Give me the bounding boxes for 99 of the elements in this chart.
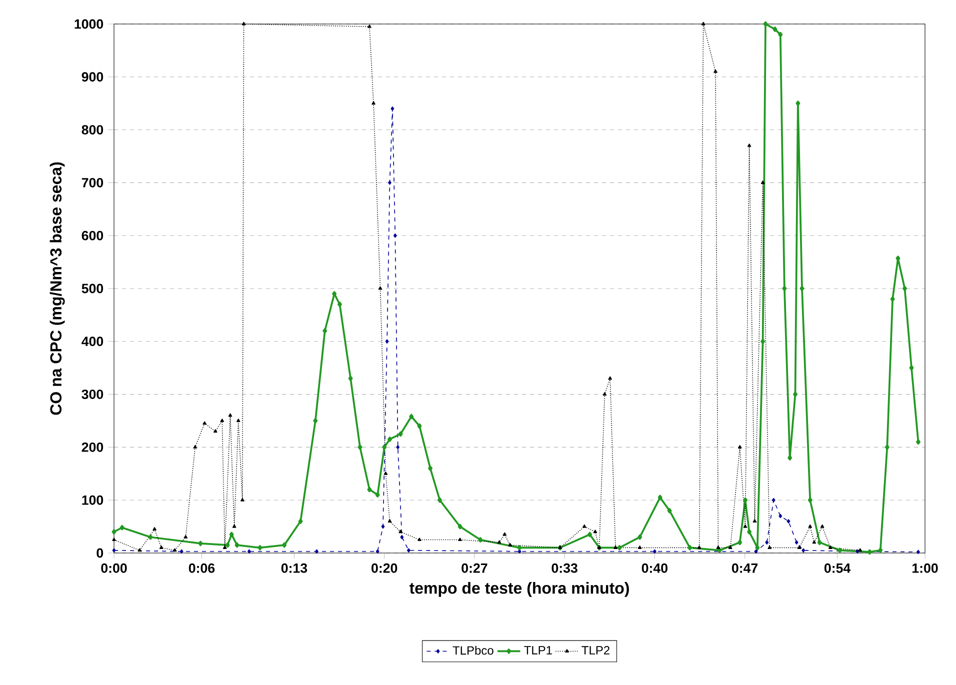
point — [797, 546, 802, 549]
point — [760, 180, 765, 184]
point — [752, 519, 757, 523]
point — [858, 548, 862, 552]
point — [778, 514, 782, 518]
point — [184, 534, 188, 538]
x-tick-label: 0:54 — [824, 563, 851, 573]
point — [602, 392, 607, 396]
point — [418, 538, 422, 542]
point — [236, 418, 240, 422]
point — [802, 548, 806, 552]
point — [378, 286, 382, 290]
point — [222, 546, 227, 549]
point — [388, 180, 392, 185]
point — [193, 445, 198, 448]
point — [228, 413, 232, 417]
point — [794, 540, 798, 545]
point — [593, 530, 598, 534]
point — [772, 498, 776, 502]
point — [232, 524, 236, 528]
point — [384, 472, 388, 475]
point — [213, 429, 218, 433]
y-tick-label: 600 — [82, 230, 104, 240]
point — [856, 549, 860, 554]
point — [400, 534, 404, 540]
y-tick-label: 700 — [82, 178, 104, 188]
point — [202, 421, 206, 425]
point — [714, 69, 718, 73]
x-tick-label: 0:00 — [101, 563, 127, 573]
y-tick-label: 500 — [82, 284, 104, 294]
legend-label: TLPbco — [452, 646, 494, 655]
x-tick-label: 0:13 — [281, 563, 308, 573]
x-tick-label: 0:40 — [642, 563, 668, 573]
y-tick-label: 300 — [82, 390, 104, 400]
y-axis-title: CO na CPC (mg/Nm^3 base seca) — [50, 162, 65, 415]
point — [242, 22, 246, 26]
point — [828, 546, 832, 549]
point — [247, 549, 251, 554]
point — [381, 524, 385, 529]
point — [138, 548, 142, 552]
point — [398, 530, 402, 534]
point — [808, 524, 812, 528]
point — [508, 542, 512, 546]
point — [172, 548, 177, 552]
x-tick-label: 0:06 — [188, 563, 215, 573]
point — [385, 339, 389, 344]
point — [180, 549, 184, 554]
point — [315, 549, 318, 554]
point — [697, 546, 702, 549]
point — [743, 524, 748, 528]
point — [368, 24, 372, 28]
point — [458, 538, 462, 542]
y-tick-label: 1000 — [74, 19, 104, 29]
point — [786, 519, 790, 524]
point — [390, 106, 394, 111]
point — [240, 498, 244, 502]
y-tick-label: 0 — [96, 548, 104, 558]
point — [502, 532, 507, 536]
point — [754, 549, 758, 554]
point — [396, 445, 400, 450]
point — [812, 540, 816, 544]
y-tick-label: 100 — [82, 495, 104, 505]
point — [916, 550, 920, 554]
point — [376, 549, 380, 554]
point — [388, 519, 392, 523]
point — [768, 546, 772, 549]
point — [159, 546, 164, 549]
point — [372, 101, 376, 105]
point — [608, 376, 612, 380]
point — [738, 445, 742, 448]
point — [393, 233, 397, 238]
point — [497, 540, 502, 544]
point — [638, 546, 642, 549]
point — [716, 546, 720, 549]
y-tick-label: 900 — [82, 72, 104, 82]
point — [614, 546, 618, 549]
x-tick-label: 0:33 — [552, 563, 578, 573]
point — [728, 546, 732, 549]
legend-label: TLP2 — [582, 646, 610, 654]
point — [820, 524, 824, 528]
point — [220, 418, 224, 422]
point — [652, 549, 656, 554]
legend-label: TLP1 — [524, 646, 552, 654]
x-tick-label: 0:47 — [732, 563, 758, 573]
x-axis-title: tempo de teste (hora minuto) — [409, 582, 629, 597]
y-tick-label: 200 — [82, 442, 104, 452]
point — [112, 548, 116, 552]
point — [112, 538, 116, 542]
point — [701, 22, 706, 26]
x-tick-label: 1:00 — [912, 563, 938, 573]
x-tick-label: 0:20 — [372, 563, 398, 573]
y-tick-label: 400 — [82, 336, 104, 346]
point — [406, 548, 410, 552]
point — [765, 540, 769, 545]
y-tick-label: 800 — [82, 125, 104, 135]
point — [582, 524, 586, 528]
point — [152, 527, 156, 530]
point — [747, 144, 752, 147]
x-tick-label: 0:27 — [462, 563, 488, 573]
